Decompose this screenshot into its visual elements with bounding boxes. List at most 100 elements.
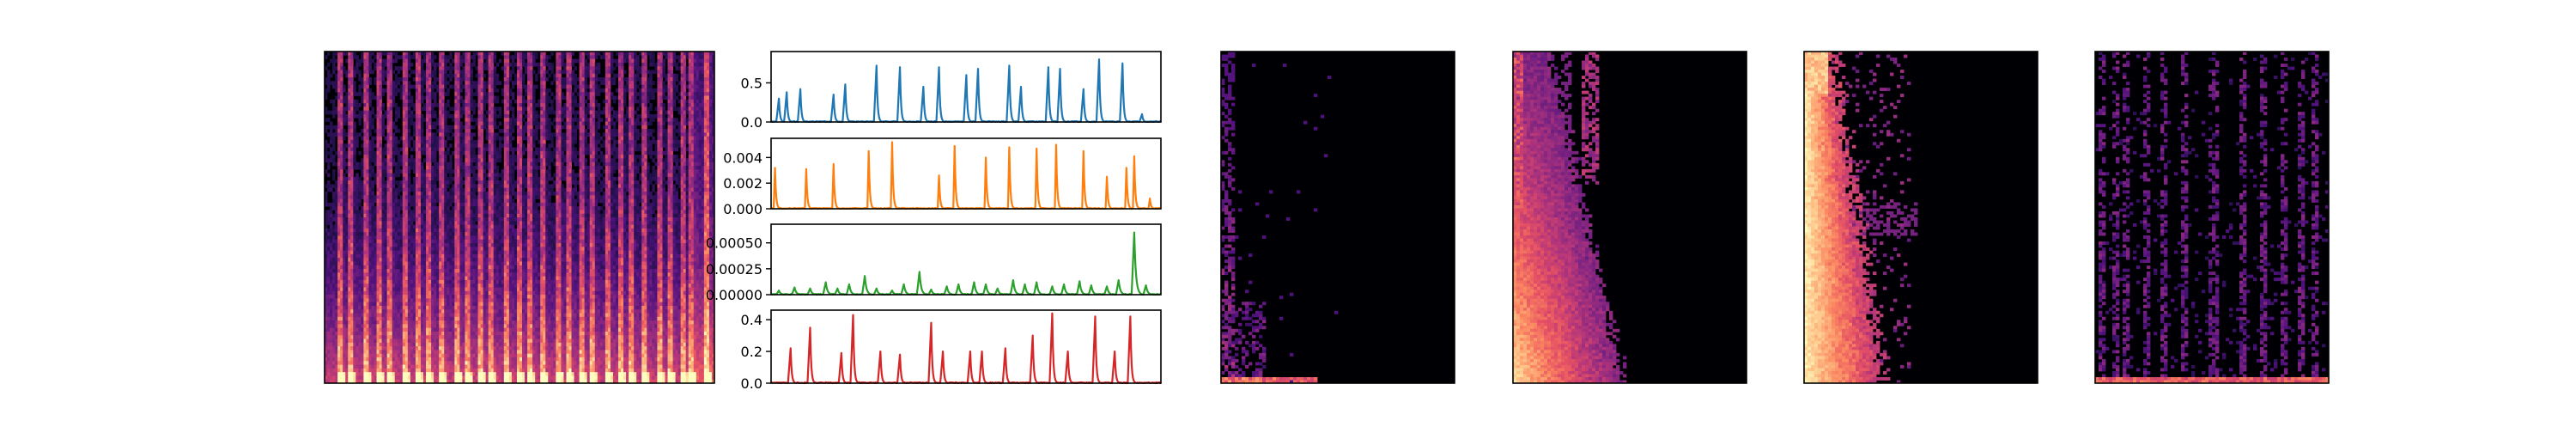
spectrogram-cell — [371, 350, 374, 355]
spectrogram-cell — [475, 279, 478, 284]
spectrogram-cell — [410, 228, 414, 233]
spectrogram-cell — [459, 228, 463, 233]
spectrogram-cell — [470, 118, 473, 122]
spectrogram-cell — [350, 243, 354, 247]
spectrogram-cell — [335, 198, 338, 204]
spectrogram-cell — [444, 320, 447, 325]
spectrogram-cell — [431, 353, 434, 358]
spectrogram-cell — [386, 327, 391, 332]
spectrogram-cell — [428, 316, 432, 321]
spectrogram-cell — [441, 346, 445, 351]
spectrogram-cell — [436, 342, 440, 347]
spectrogram-cell — [436, 235, 440, 241]
spectrogram-cell — [439, 180, 442, 185]
spectrogram-cell — [472, 279, 476, 284]
spectrogram-cell — [459, 250, 463, 255]
spectrogram-cell — [454, 55, 458, 59]
spectrogram-cell — [376, 364, 380, 369]
spectrogram-cell — [431, 320, 434, 325]
spectrogram-cell — [477, 305, 481, 310]
spectrogram-cell — [436, 279, 440, 284]
spectrogram-cell — [415, 324, 419, 329]
spectrogram-cell — [477, 269, 481, 273]
spectrogram-cell — [358, 110, 361, 115]
spectrogram-cell — [423, 147, 427, 152]
spectrogram-cell — [420, 327, 424, 332]
spectrogram-cell — [386, 73, 391, 78]
spectrogram-cell — [348, 324, 351, 329]
spectrogram-cell — [447, 224, 450, 229]
spectrogram-cell — [404, 77, 409, 82]
spectrogram-cell — [348, 375, 351, 381]
spectrogram-cell — [353, 184, 356, 189]
spectrogram-cell — [447, 261, 450, 266]
spectrogram-cell — [452, 353, 455, 358]
spectrogram-cell — [420, 84, 424, 89]
spectrogram-cell — [335, 73, 338, 78]
spectrogram-cell — [417, 70, 422, 75]
spectrogram-cell — [459, 342, 463, 347]
spectrogram-cell — [343, 198, 346, 204]
spectrogram-cell — [350, 58, 354, 64]
spectrogram-cell — [472, 143, 476, 148]
spectrogram-cell — [381, 250, 386, 255]
spectrogram-cell — [423, 327, 427, 332]
spectrogram-cell — [457, 118, 460, 122]
spectrogram-cell — [343, 261, 346, 266]
spectrogram-cell — [465, 77, 468, 82]
spectrogram-cell — [415, 375, 419, 381]
spectrogram-cell — [392, 375, 396, 381]
spectrogram-cell — [337, 150, 341, 156]
spectrogram-cell — [376, 55, 380, 59]
spectrogram-cell — [330, 295, 333, 299]
spectrogram-cell — [441, 191, 445, 196]
spectrogram-cell — [402, 113, 406, 119]
spectrogram-cell — [376, 295, 380, 299]
spectrogram-cell — [423, 235, 427, 241]
spectrogram-cell — [371, 169, 374, 174]
spectrogram-cell — [361, 191, 364, 196]
spectrogram-cell — [335, 364, 338, 369]
spectrogram-cell — [376, 353, 380, 358]
spectrogram-cell — [332, 81, 336, 85]
spectrogram-cell — [376, 198, 380, 204]
spectrogram-cell — [366, 346, 369, 351]
spectrogram-cell — [410, 305, 414, 310]
spectrogram-cell — [366, 191, 369, 196]
spectrogram-cell — [345, 221, 349, 225]
spectrogram-cell — [467, 313, 471, 318]
spectrogram-cell — [417, 335, 422, 339]
spectrogram-cell — [345, 118, 349, 122]
spectrogram-cell — [477, 180, 481, 185]
spectrogram-cell — [417, 176, 422, 181]
spectrogram-cell — [447, 180, 450, 185]
spectrogram-cell — [480, 295, 484, 299]
spectrogram-cell — [381, 103, 386, 107]
spectrogram-cell — [459, 247, 463, 251]
spectrogram-cell — [423, 55, 427, 59]
spectrogram-cell — [368, 155, 372, 159]
spectrogram-cell — [431, 176, 434, 181]
spectrogram-cell — [363, 353, 367, 358]
spectrogram-cell — [381, 357, 386, 362]
spectrogram-cell — [355, 176, 359, 181]
spectrogram-cell — [353, 147, 356, 152]
spectrogram-cell — [381, 66, 386, 70]
spectrogram-cell — [436, 247, 440, 251]
spectrogram-cell — [376, 228, 380, 233]
spectrogram-cell — [444, 269, 447, 273]
spectrogram-cell — [470, 213, 473, 218]
spectrogram-cell — [465, 66, 468, 70]
spectrogram-cell — [363, 338, 367, 344]
spectrogram-cell — [332, 298, 336, 303]
spectrogram-cell — [371, 150, 374, 156]
spectrogram-cell — [379, 287, 382, 292]
spectrogram-cell — [477, 184, 481, 189]
spectrogram-cell — [412, 331, 416, 336]
spectrogram-cell — [459, 158, 463, 163]
spectrogram-cell — [480, 92, 484, 96]
spectrogram-cell — [457, 276, 460, 281]
spectrogram-cell — [441, 287, 445, 292]
spectrogram-cell — [415, 88, 419, 93]
spectrogram-cell — [340, 309, 343, 314]
